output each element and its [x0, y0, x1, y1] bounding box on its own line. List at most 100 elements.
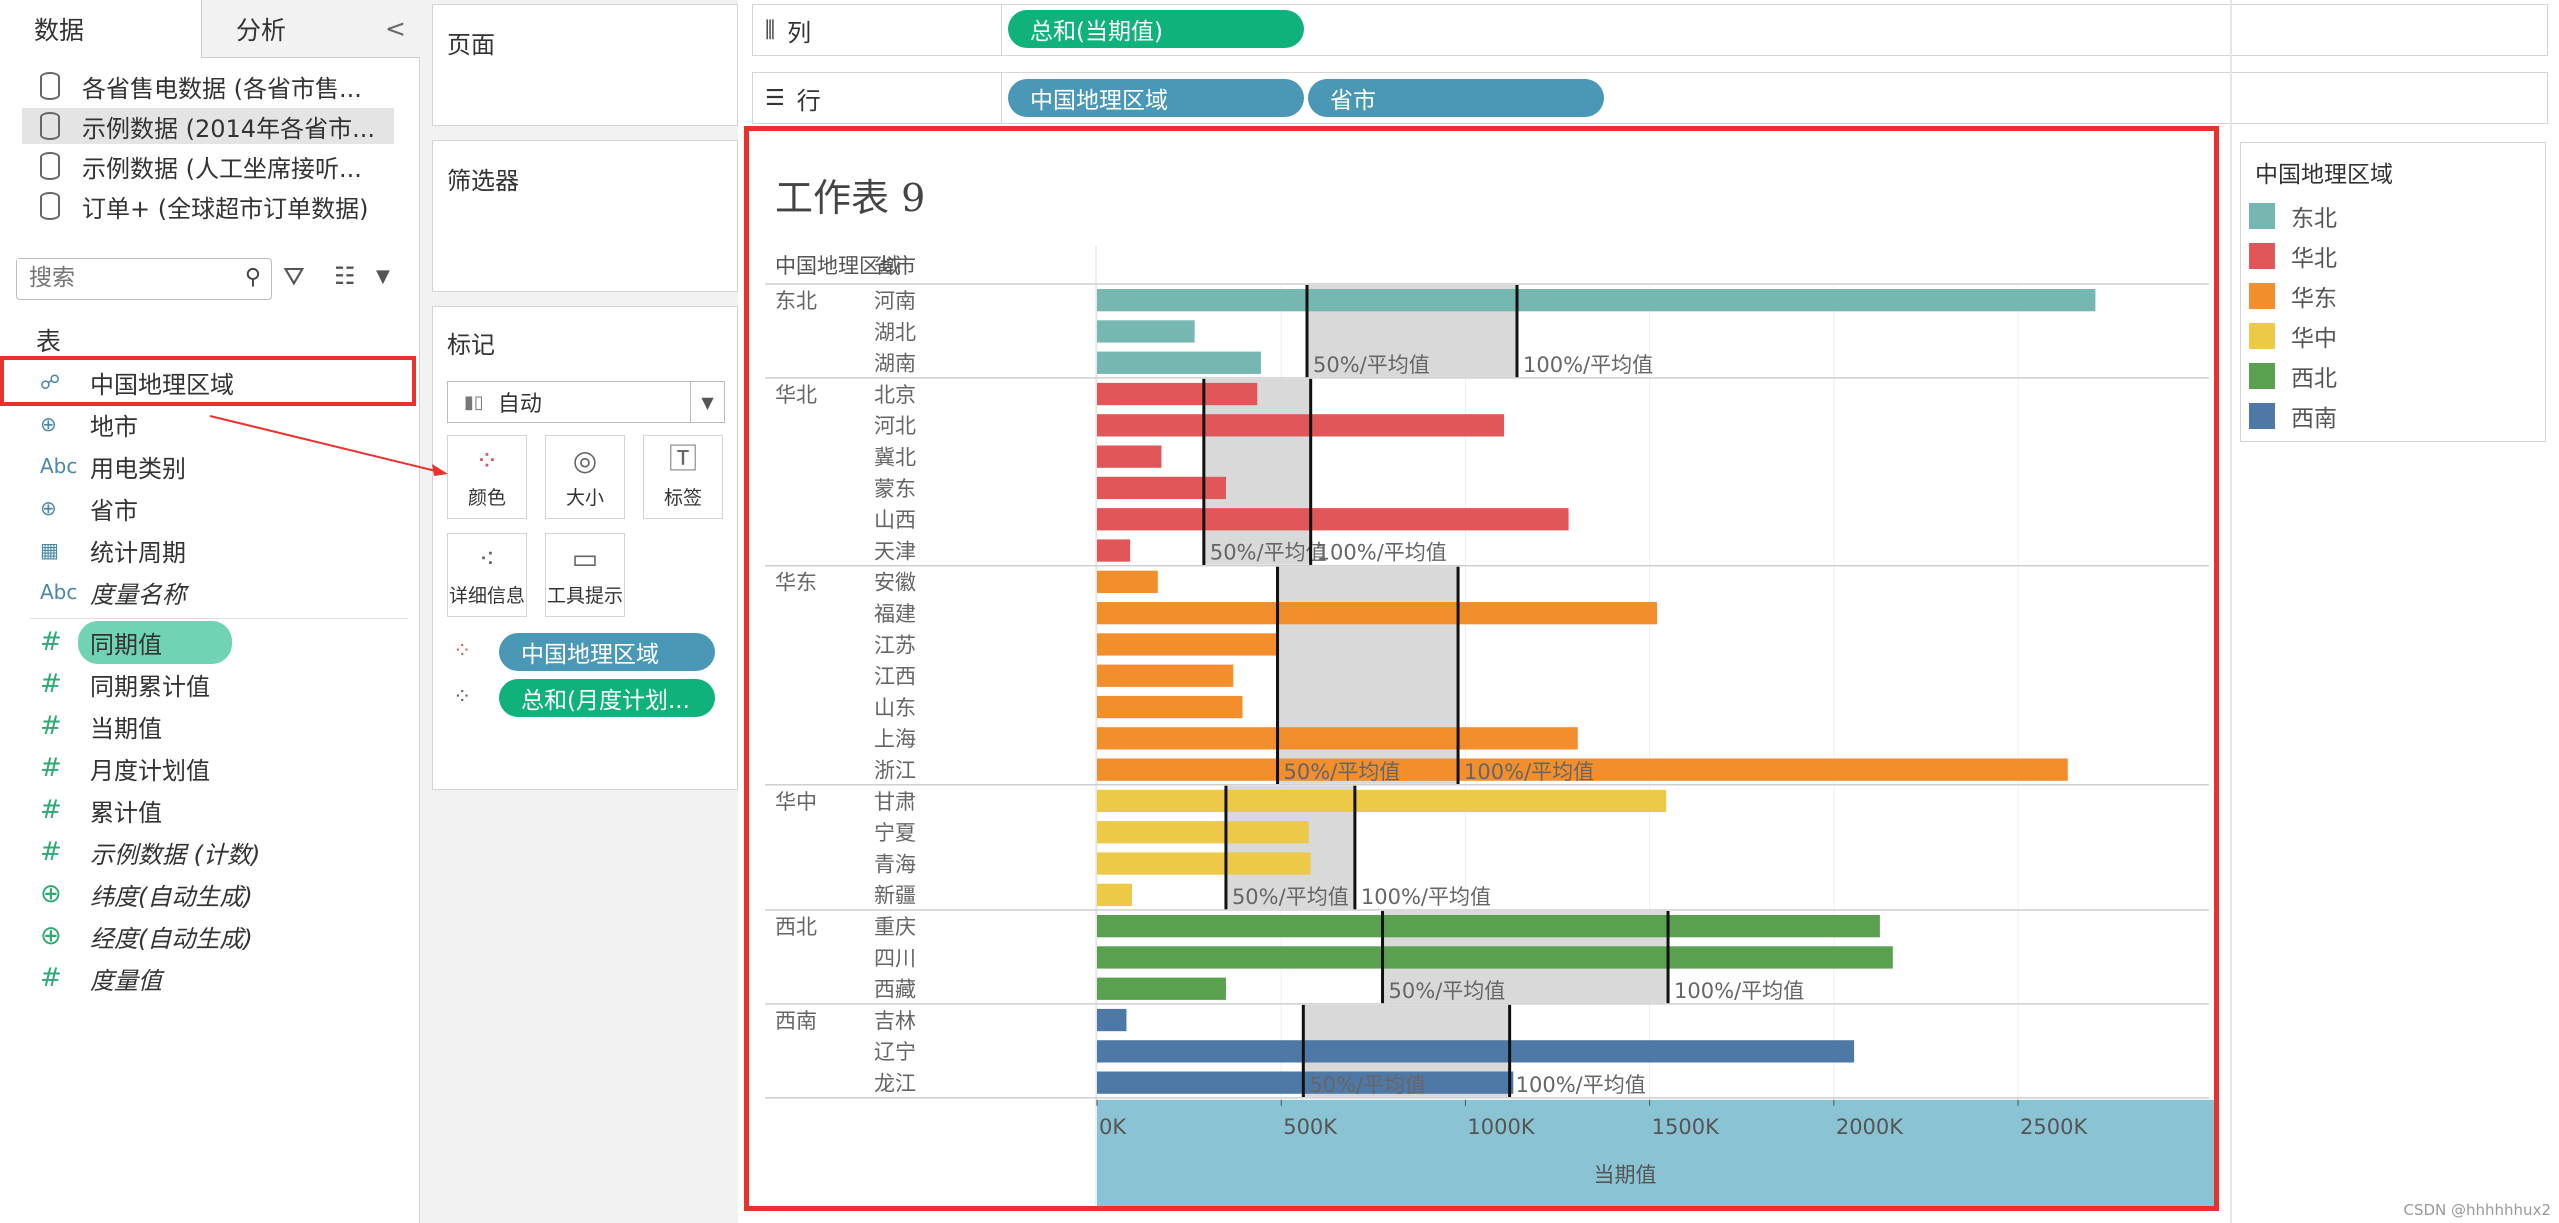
dimension-field[interactable]: ☍ 中国地理区域: [0, 362, 420, 402]
search-icon[interactable]: ⚲: [244, 265, 261, 290]
province-label: 江西: [874, 665, 916, 689]
measure-field[interactable]: # 度量值: [0, 958, 420, 998]
column-pill[interactable]: 总和(当期值): [1008, 10, 1304, 48]
legend-item[interactable]: 华东: [2249, 281, 2337, 312]
dimension-field[interactable]: ⊕ 地市: [0, 404, 420, 444]
row-pill-province[interactable]: 省市: [1308, 79, 1604, 117]
datasource-item[interactable]: 示例数据 (2014年各省市...: [22, 108, 394, 144]
legend-item[interactable]: 华中: [2249, 321, 2337, 352]
search-box[interactable]: ⚲: [16, 258, 272, 300]
region-label: 东北: [775, 289, 817, 313]
dimension-field[interactable]: ⊕ 省市: [0, 488, 420, 528]
dimension-type-icon: ☍: [40, 370, 61, 394]
field-name: 地市: [90, 412, 138, 441]
province-label: 山西: [874, 508, 916, 532]
measure-field[interactable]: # 月度计划值: [0, 748, 420, 788]
province-label: 西藏: [874, 978, 916, 1002]
marks-detail-button[interactable]: ⁖ 详细信息: [447, 533, 527, 617]
measure-type-icon: #: [40, 711, 62, 741]
measure-field[interactable]: # 示例数据 (计数): [0, 832, 420, 872]
marks-tooltip-button[interactable]: ▭ 工具提示: [545, 533, 625, 617]
datasource-item[interactable]: 订单+ (全球超市订单数据): [40, 188, 368, 224]
legend-item[interactable]: 华北: [2249, 241, 2337, 272]
measure-field[interactable]: # 同期累计值: [0, 664, 420, 704]
legend-item[interactable]: 东北: [2249, 201, 2337, 232]
dimension-field[interactable]: Abc 用电类别: [0, 446, 420, 486]
detail-dots-icon: ⁘: [453, 685, 472, 710]
view-list-icon[interactable]: ☷: [334, 262, 356, 290]
datasource-item[interactable]: 示例数据 (人工坐席接听...: [40, 148, 362, 184]
reference-label: 100%/平均值: [1523, 353, 1653, 377]
legend-label: 东北: [2291, 206, 2337, 232]
legend-title: 中国地理区域: [2255, 162, 2393, 188]
reference-label: 100%/平均值: [1317, 541, 1447, 565]
tab-analysis[interactable]: 分析 <: [202, 0, 420, 58]
database-icon: [40, 112, 60, 140]
collapse-icon[interactable]: <: [385, 14, 406, 43]
field-name: 累计值: [90, 798, 162, 827]
bar: [1097, 1040, 1855, 1063]
divider: [30, 618, 408, 619]
x-tick-label: 0K: [1099, 1115, 1127, 1139]
measure-field[interactable]: ⊕ 经度(自动生成): [0, 916, 420, 956]
color-dots-icon: ⁘: [453, 639, 472, 664]
bar: [1097, 570, 1158, 593]
filter-icon[interactable]: ⛛: [283, 262, 305, 292]
field-name: 示例数据 (计数): [90, 840, 261, 869]
chevron-down-icon[interactable]: ▼: [376, 266, 390, 287]
reference-label: 50%/平均值: [1389, 979, 1506, 1003]
chevron-down-icon[interactable]: ▼: [690, 382, 724, 422]
measure-field[interactable]: ⊕ 纬度(自动生成): [0, 874, 420, 914]
search-input[interactable]: [17, 259, 217, 297]
measure-field[interactable]: # 当期值: [0, 706, 420, 746]
dimension-field[interactable]: Abc 度量名称: [0, 572, 420, 612]
legend-item[interactable]: 西北: [2249, 361, 2337, 392]
province-label: 天津: [874, 539, 916, 563]
measure-field[interactable]: # 同期值: [0, 620, 420, 664]
region-label: 西南: [775, 1009, 817, 1033]
province-label: 龙江: [874, 1072, 916, 1096]
marks-pill-region[interactable]: 中国地理区域: [499, 633, 715, 671]
province-label: 甘肃: [874, 790, 916, 814]
province-label: 宁夏: [874, 821, 916, 845]
detail-icon: ⁖: [478, 542, 496, 575]
columns-icon: ⫼: [765, 17, 776, 43]
bar: [1097, 633, 1278, 656]
bar: [1097, 476, 1226, 500]
bar: [1097, 320, 1195, 343]
datasource-label: 订单+ (全球超市订单数据): [82, 194, 369, 223]
measure-field[interactable]: # 累计值: [0, 790, 420, 830]
datasource-item[interactable]: 各省售电数据 (各省市售...: [40, 68, 362, 104]
x-axis-label: 当期值: [1594, 1163, 1657, 1187]
marks-label-button[interactable]: 🅃 标签: [643, 435, 723, 519]
filters-card[interactable]: 筛选器: [432, 140, 738, 292]
dimension-field[interactable]: ▦ 统计周期: [0, 530, 420, 570]
dimension-type-icon: ⊕: [40, 412, 57, 436]
tab-data[interactable]: 数据: [0, 0, 202, 58]
row-pill-region[interactable]: 中国地理区域: [1008, 79, 1304, 117]
mark-type-select[interactable]: ▮▯ 自动 ▼: [447, 381, 725, 423]
bar: [1097, 758, 2068, 781]
province-label: 辽宁: [874, 1040, 916, 1064]
marks-button-label: 颜色: [467, 487, 506, 509]
legend-swatch: [2249, 323, 2275, 349]
province-label: 福建: [874, 602, 916, 626]
legend-swatch: [2249, 243, 2275, 269]
province-label: 湖北: [874, 320, 916, 344]
pages-card[interactable]: 页面: [432, 4, 738, 126]
marks-color-button[interactable]: ⁘ 颜色: [447, 435, 527, 519]
sheet-title: 工作表 9: [775, 176, 926, 220]
rows-shelf-label: ☰ 行: [752, 72, 1002, 124]
palette-icon: ⁘: [475, 444, 499, 477]
marks-pill-plan[interactable]: 总和(月度计划...: [499, 679, 715, 717]
legend-label: 华东: [2291, 286, 2337, 312]
province-label: 冀北: [874, 446, 916, 470]
legend-item[interactable]: 西南: [2249, 401, 2337, 432]
province-label: 浙江: [874, 759, 916, 783]
province-label: 河南: [874, 289, 916, 313]
dimension-type-icon: Abc: [40, 580, 78, 604]
reference-label: 100%/平均值: [1361, 885, 1491, 909]
dimension-type-icon: ▦: [40, 538, 59, 562]
field-name: 纬度(自动生成): [90, 882, 253, 911]
marks-size-button[interactable]: ◎ 大小: [545, 435, 625, 519]
